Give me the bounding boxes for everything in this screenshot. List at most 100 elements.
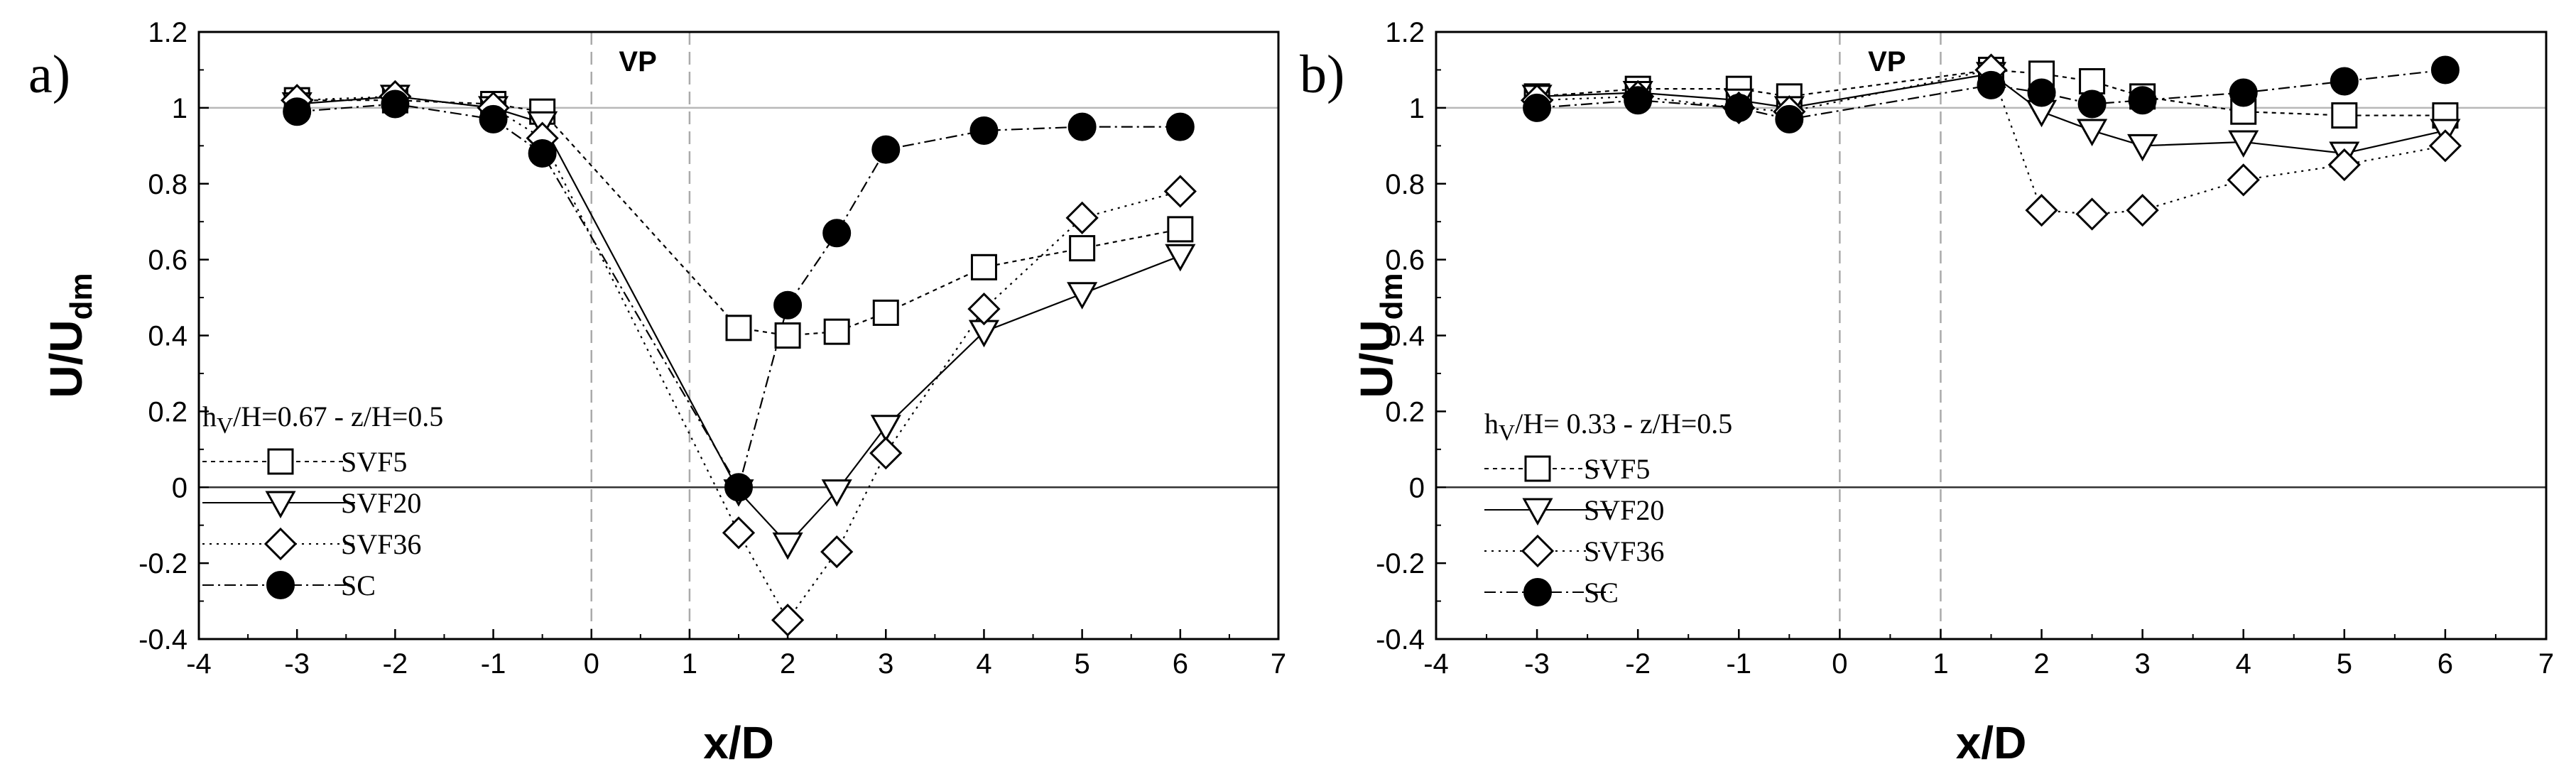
x-tick-label: 5 xyxy=(2337,648,2352,680)
legend-title-rest: /H= 0.33 - z/H=0.5 xyxy=(1515,408,1732,440)
y-axis-title-main: U/U xyxy=(40,320,92,398)
data-point-svf36 xyxy=(2126,194,2159,227)
legend-label-svf20: SVF20 xyxy=(1584,494,1664,526)
y-axis-title-main: U/U xyxy=(1351,320,1402,398)
data-point-sc xyxy=(1523,93,1552,122)
x-tick-label: 4 xyxy=(2236,648,2251,680)
data-point-svf20 xyxy=(2228,130,2259,158)
y-tick-label: 0.6 xyxy=(1385,245,1425,276)
legend-label-svf36: SVF36 xyxy=(341,528,421,560)
y-tick-label: 0.6 xyxy=(148,245,188,276)
x-tick-label: 6 xyxy=(1173,648,1188,680)
y-tick-label: 0.8 xyxy=(1385,169,1425,200)
x-tick-label: -4 xyxy=(1423,648,1449,680)
y-tick-label: -0.4 xyxy=(1376,624,1425,655)
chart-panel-a: -4 -3 -2 -1 0 1 2 3 4 5 6 7 -0.4 -0.2 0 0.2 0.4 0.6 0.8 1 1.… xyxy=(28,17,1286,768)
x-tick-label: 3 xyxy=(878,648,893,680)
y-tick-label: 0 xyxy=(172,472,188,503)
legend-title-rest: /H=0.67 - z/H=0.5 xyxy=(233,400,443,432)
data-point-svf20 xyxy=(2077,119,2108,147)
data-point-svf20 xyxy=(1067,282,1098,310)
data-point-svf5 xyxy=(1069,235,1096,262)
legend-marker-sc xyxy=(1523,578,1552,606)
data-point-sc xyxy=(871,135,901,164)
data-point-svf5 xyxy=(872,299,899,326)
data-point-sc xyxy=(2430,55,2460,84)
data-point-svf5 xyxy=(1167,216,1194,243)
x-tick-label: 7 xyxy=(2538,648,2554,680)
vp-label: VP xyxy=(1868,46,1906,77)
data-point-svf20 xyxy=(2127,133,2158,162)
panel-label: a) xyxy=(28,45,70,104)
legend-title-h: h xyxy=(202,400,217,432)
data-point-svf5 xyxy=(823,318,850,345)
data-point-sc xyxy=(381,89,410,119)
data-point-sc xyxy=(1775,104,1804,133)
data-point-sc xyxy=(969,116,999,145)
legend-marker-svf20 xyxy=(1522,498,1553,526)
data-point-sc xyxy=(2027,78,2056,107)
x-tick-label: 6 xyxy=(2438,648,2453,680)
legend-marker-sc xyxy=(266,571,295,599)
y-tick-label: -0.4 xyxy=(138,624,188,655)
data-point-svf20 xyxy=(870,415,901,442)
legend-marker-svf5 xyxy=(1524,455,1551,482)
data-point-svf36 xyxy=(820,535,854,569)
data-point-sc xyxy=(528,139,557,168)
legend-title-subscript: V xyxy=(217,413,233,438)
y-tick-label: 0.8 xyxy=(148,169,188,200)
data-point-svf36 xyxy=(2075,197,2109,231)
data-point-sc xyxy=(2330,67,2359,96)
data-point-svf36 xyxy=(967,292,1001,326)
data-point-sc xyxy=(1724,93,1754,122)
y-tick-label: 1 xyxy=(1409,93,1425,124)
legend-title: hV/H= 0.33 - z/H=0.5 xyxy=(1484,408,1732,445)
data-point-svf36 xyxy=(869,437,903,470)
x-axis-title: x/D xyxy=(1956,717,2027,768)
data-point-sc xyxy=(724,473,753,502)
x-tick-label: -1 xyxy=(1726,648,1751,680)
data-point-sc xyxy=(2229,78,2258,107)
legend-label-sc: SC xyxy=(341,569,376,601)
x-tick-label: 2 xyxy=(780,648,795,680)
data-point-svf36 xyxy=(2025,194,2058,227)
legend-marker-svf5 xyxy=(267,448,294,475)
data-point-svf5 xyxy=(725,315,752,342)
legend-marker-svf20 xyxy=(265,491,296,519)
x-tick-label: -3 xyxy=(284,648,310,680)
data-point-svf5 xyxy=(2331,102,2358,129)
data-point-svf5 xyxy=(2079,67,2106,94)
legend-marker-svf36 xyxy=(1521,534,1555,568)
x-tick-label: 3 xyxy=(2135,648,2151,680)
data-point-svf36 xyxy=(1163,175,1197,208)
chart-panel-b: -4 -3 -2 -1 0 1 2 3 4 5 6 7 -0.4 -0.2 0 0.2 0.4 0.6 0.8 1 1.… xyxy=(1300,17,2554,768)
data-point-svf5 xyxy=(2230,98,2257,125)
legend-label-sc: SC xyxy=(1584,577,1619,609)
x-tick-label: -2 xyxy=(1625,648,1651,680)
panel-label: b) xyxy=(1300,45,1344,104)
y-tick-label: -0.2 xyxy=(1376,548,1425,579)
data-point-svf36 xyxy=(2227,163,2260,197)
data-point-svf36 xyxy=(722,516,756,550)
y-tick-label: 0.2 xyxy=(148,396,188,427)
data-point-sc xyxy=(2077,89,2107,119)
x-axis-title: x/D xyxy=(703,717,774,768)
x-tick-label: 0 xyxy=(1832,648,1847,680)
data-point-svf5 xyxy=(970,253,997,280)
data-point-sc xyxy=(822,219,852,248)
data-point-sc xyxy=(1977,70,2006,99)
x-tick-label: 7 xyxy=(1271,648,1286,680)
y-axis-title: U/Udm xyxy=(1351,273,1409,398)
series-line-svf5 xyxy=(297,99,1181,337)
data-point-svf20 xyxy=(772,532,803,560)
y-axis-title-subscript: dm xyxy=(1374,273,1409,320)
y-tick-label: 1.2 xyxy=(148,17,188,48)
x-tick-label: -3 xyxy=(1524,648,1550,680)
y-tick-label: 1 xyxy=(172,93,188,124)
x-tick-label: -2 xyxy=(383,648,408,680)
x-tick-label: 4 xyxy=(976,648,991,680)
x-tick-label: 0 xyxy=(584,648,599,680)
data-point-svf36 xyxy=(2327,148,2361,182)
legend-title: hV/H=0.67 - z/H=0.5 xyxy=(202,400,443,438)
